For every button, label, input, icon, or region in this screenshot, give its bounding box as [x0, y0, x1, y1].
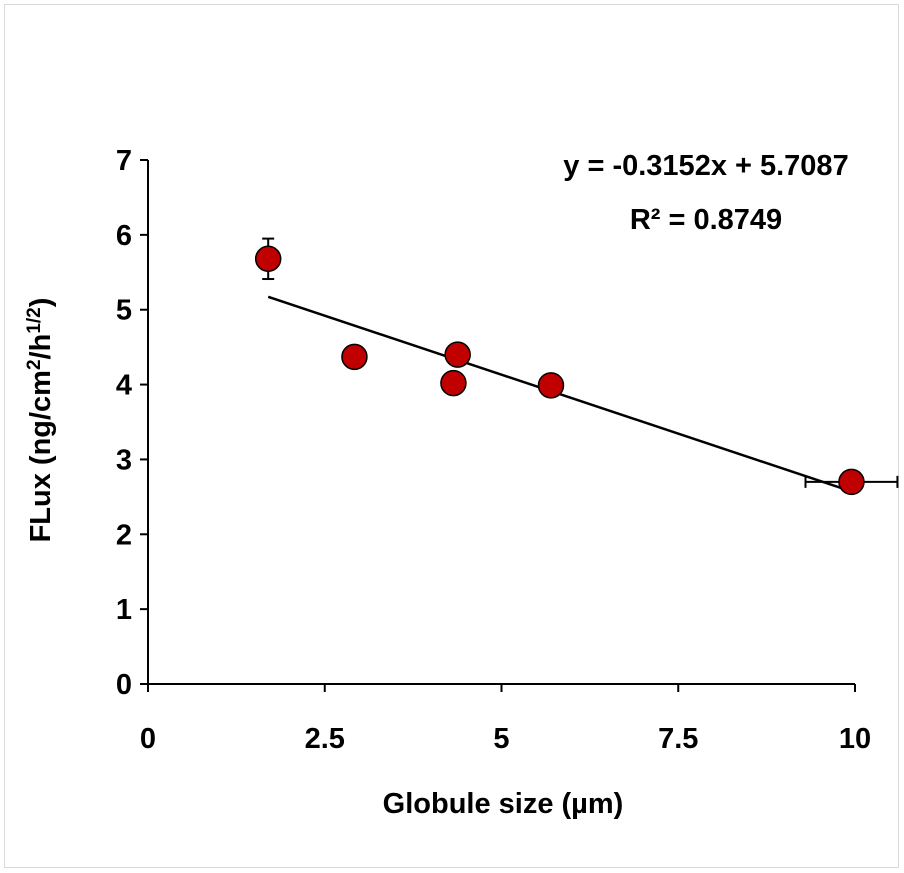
r-squared-label: R² = 0.8749	[630, 204, 782, 236]
x-axis-title: Globule size (µm)	[383, 788, 624, 820]
y-axis-title-base: FLux (ng/cm	[25, 370, 57, 542]
data-point	[341, 343, 368, 371]
data-points	[254, 245, 865, 496]
data-point	[254, 245, 282, 273]
y-axis-title-end: )	[25, 298, 57, 308]
y-axis-title-sup2: 1/2	[24, 307, 45, 333]
axes	[147, 160, 855, 685]
y-tick-label: 7	[116, 145, 132, 177]
x-tick-label: 10	[839, 723, 871, 755]
x-tick-label: 7.5	[658, 723, 698, 755]
y-tick-label: 1	[116, 594, 132, 626]
y-axis-title: FLux (ng/cm2/h1/2)	[24, 298, 57, 543]
x-tick-label: 0	[140, 723, 156, 755]
y-tick-label: 6	[116, 220, 132, 252]
y-tick-label: 3	[116, 444, 132, 476]
data-point	[838, 468, 865, 496]
y-axis-title-mid: /h	[25, 334, 57, 360]
data-point	[440, 369, 467, 397]
trendline-equation: y = -0.3152x + 5.7087	[563, 150, 848, 182]
y-ticks: 0 1 2 3 4 5 6 7	[116, 145, 148, 701]
x-ticks: 0 2.5 5 7.5 10	[140, 684, 871, 755]
x-tick-label: 2.5	[305, 723, 345, 755]
y-tick-label: 2	[116, 519, 132, 551]
x-tick-label: 5	[493, 723, 509, 755]
data-point	[537, 372, 565, 399]
y-tick-label: 0	[116, 669, 132, 701]
y-tick-label: 4	[116, 370, 132, 402]
data-point	[444, 341, 471, 368]
y-tick-label: 5	[116, 295, 132, 327]
chart-frame	[4, 4, 899, 868]
y-axis-title-sup1: 2	[24, 359, 45, 370]
